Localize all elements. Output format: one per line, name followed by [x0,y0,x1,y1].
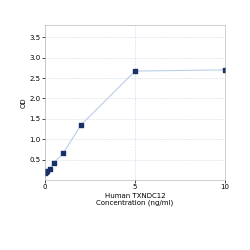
Point [44,170,48,174]
Point [79,123,83,127]
Point [48,166,52,170]
X-axis label: Human TXNDC12
Concentration (ng/ml): Human TXNDC12 Concentration (ng/ml) [96,193,174,206]
Point [43,171,47,175]
Point [61,152,65,156]
Point [223,68,227,72]
Point [133,69,137,73]
Point [45,170,49,173]
Y-axis label: OD: OD [21,97,27,108]
Point [52,161,56,165]
